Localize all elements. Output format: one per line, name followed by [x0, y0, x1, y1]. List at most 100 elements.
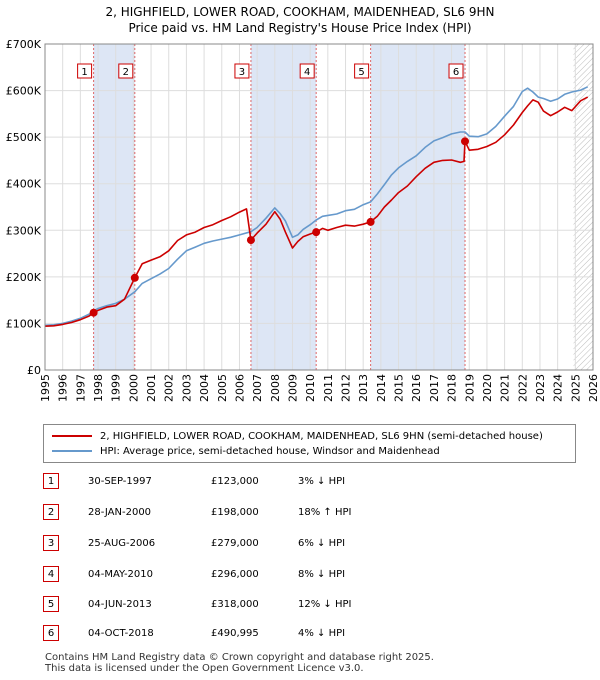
- y-tick-label: £300K: [6, 224, 42, 237]
- x-tick-label: 2002: [163, 374, 176, 402]
- sale-row: 3 25-AUG-2006 £279,000 6% ↓ HPI: [43, 534, 563, 554]
- x-tick-label: 2024: [552, 374, 565, 402]
- x-tick-label: 2005: [216, 374, 229, 402]
- sale-marker: 6: [43, 625, 59, 641]
- sale-hpi-diff: 4% ↓ HPI: [298, 628, 346, 639]
- sale-price: £279,000: [211, 538, 259, 549]
- legend-item-property: 2, HIGHFIELD, LOWER ROAD, COOKHAM, MAIDE…: [52, 430, 543, 444]
- sale-hpi-diff: 6% ↓ HPI: [298, 538, 346, 549]
- y-tick-label: £600K: [6, 85, 42, 98]
- sale-number-box: [448, 63, 464, 79]
- plot-border: [44, 43, 594, 371]
- title-line-2: Price paid vs. HM Land Registry's House …: [128, 21, 472, 35]
- sale-row: 6 04-OCT-2018 £490,995 4% ↓ HPI: [43, 624, 563, 644]
- sale-marker: 5: [43, 596, 59, 612]
- sale-point: [246, 236, 255, 245]
- sale-point: [366, 217, 375, 226]
- x-tick-label: 2010: [304, 374, 317, 402]
- sale-point: [312, 228, 321, 237]
- sale-date: 04-MAY-2010: [88, 569, 154, 580]
- x-tick-label: 2018: [446, 374, 459, 402]
- x-tick-label: 1999: [110, 374, 123, 402]
- sale-hpi-diff: 12% ↓ HPI: [298, 599, 352, 610]
- sale-number-label: 2: [123, 67, 129, 78]
- x-tick-label: 2026: [587, 374, 600, 402]
- sale-number-label: 4: [304, 67, 310, 78]
- sale-date: 04-JUN-2013: [88, 599, 152, 610]
- sale-date: 30-SEP-1997: [88, 476, 152, 487]
- legend-label-property: 2, HIGHFIELD, LOWER ROAD, COOKHAM, MAIDE…: [100, 431, 543, 442]
- x-tick-label: 2003: [180, 374, 193, 402]
- x-tick-label: 2019: [463, 374, 476, 402]
- sale-price: £490,995: [211, 628, 259, 639]
- x-tick-label: 2004: [198, 374, 211, 402]
- hpi-line: [44, 86, 589, 327]
- y-tick-label: £500K: [6, 131, 42, 144]
- x-tick-label: 1995: [39, 374, 52, 402]
- sale-number-label: 6: [453, 67, 459, 78]
- x-tick-label: 2020: [481, 374, 494, 402]
- chart-title: 2, HIGHFIELD, LOWER ROAD, COOKHAM, MAIDE…: [0, 4, 600, 36]
- sale-marker: 3: [43, 535, 59, 551]
- x-tick-label: 2013: [357, 374, 370, 402]
- x-tick-label: 2006: [233, 374, 246, 402]
- x-tick-label: 2011: [322, 374, 335, 402]
- x-tick-label: 2016: [410, 374, 423, 402]
- x-tick-label: 2023: [534, 374, 547, 402]
- legend-label-hpi: HPI: Average price, semi-detached house,…: [100, 446, 440, 457]
- sale-hpi-diff: 18% ↑ HPI: [298, 507, 352, 518]
- sale-number-box: [234, 63, 250, 79]
- legend-item-hpi: HPI: Average price, semi-detached house,…: [52, 445, 440, 459]
- sale-number-box: [77, 63, 93, 79]
- plot-area: [45, 44, 593, 370]
- x-tick-label: 2025: [569, 374, 582, 402]
- price-chart: £0 £100K £200K £300K £400K £500K £600K £700K 199…: [6, 38, 600, 402]
- y-tick-label: £0: [27, 364, 41, 377]
- x-tick-label: 2017: [428, 374, 441, 402]
- x-tick-label: 2009: [286, 374, 299, 402]
- sale-number-box: [354, 63, 370, 79]
- x-tick-label: 2014: [375, 374, 388, 402]
- shaded-range: [250, 44, 317, 370]
- sale-date: 25-AUG-2006: [88, 538, 156, 549]
- sale-date: 04-OCT-2018: [88, 628, 154, 639]
- x-tick-label: 2008: [269, 374, 282, 402]
- sale-point: [130, 273, 139, 282]
- y-tick-label: £700K: [6, 38, 42, 51]
- y-tick-label: £400K: [6, 178, 42, 191]
- shaded-range: [370, 44, 466, 370]
- sale-hpi-diff: 3% ↓ HPI: [298, 476, 346, 487]
- x-tick-label: 2007: [251, 374, 264, 402]
- sale-marker: 4: [43, 566, 59, 582]
- sale-number-label: 1: [81, 67, 87, 78]
- x-tick-label: 2012: [340, 374, 353, 402]
- x-tick-label: 2022: [516, 374, 529, 402]
- x-tick-label: 2000: [127, 374, 140, 402]
- x-tick-label: 1996: [57, 374, 70, 402]
- x-tick-label: 1997: [74, 374, 87, 402]
- legend-swatch-property: [52, 435, 92, 437]
- sale-price: £318,000: [211, 599, 259, 610]
- sale-price: £296,000: [211, 569, 259, 580]
- sale-number-box: [118, 63, 134, 79]
- legend-swatch-hpi: [52, 450, 92, 452]
- sale-number-label: 5: [358, 67, 364, 78]
- y-tick-label: £100K: [6, 317, 42, 330]
- x-tick-label: 1998: [92, 374, 105, 402]
- sale-price: £123,000: [211, 476, 259, 487]
- footer: Contains HM Land Registry data © Crown c…: [45, 652, 434, 674]
- sale-row: 5 04-JUN-2013 £318,000 12% ↓ HPI: [43, 595, 563, 615]
- sale-point: [89, 308, 98, 317]
- sale-date: 28-JAN-2000: [88, 507, 152, 518]
- chart-legend: 2, HIGHFIELD, LOWER ROAD, COOKHAM, MAIDE…: [43, 424, 576, 463]
- shaded-range: [93, 44, 135, 370]
- sale-row: 2 28-JAN-2000 £198,000 18% ↑ HPI: [43, 503, 563, 523]
- sale-marker: 2: [43, 504, 59, 520]
- property-line: [44, 96, 589, 327]
- sale-number-label: 3: [239, 67, 245, 78]
- y-tick-label: £200K: [6, 271, 42, 284]
- sale-hpi-diff: 8% ↓ HPI: [298, 569, 346, 580]
- sale-price: £198,000: [211, 507, 259, 518]
- footer-line-2: This data is licensed under the Open Gov…: [45, 663, 364, 674]
- sale-row: 1 30-SEP-1997 £123,000 3% ↓ HPI: [43, 472, 563, 492]
